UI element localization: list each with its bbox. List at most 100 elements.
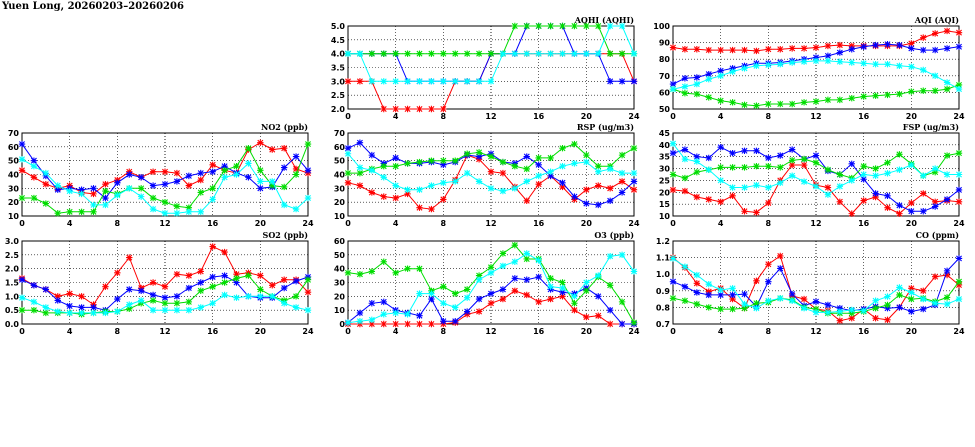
data-point xyxy=(54,293,61,300)
data-point xyxy=(571,160,578,167)
x-tick-label: 24 xyxy=(953,327,965,336)
series-3 xyxy=(344,250,638,326)
x-tick-label: 8 xyxy=(441,327,447,336)
data-point xyxy=(681,263,689,270)
data-point xyxy=(765,46,772,53)
data-point xyxy=(812,183,820,190)
data-point xyxy=(717,198,724,205)
x-tick-label: 24 xyxy=(628,112,640,121)
data-point xyxy=(943,27,951,35)
y-tick-label: 60 xyxy=(334,237,346,246)
data-point xyxy=(595,201,602,209)
data-point xyxy=(475,149,483,156)
data-point xyxy=(884,305,891,312)
data-point xyxy=(380,320,387,328)
data-point xyxy=(896,151,903,158)
data-point xyxy=(368,50,376,57)
data-point xyxy=(42,180,50,188)
data-point xyxy=(475,272,483,279)
data-point xyxy=(42,169,50,177)
data-point xyxy=(523,50,530,57)
data-point xyxy=(463,286,471,293)
data-point xyxy=(245,272,252,279)
data-point xyxy=(729,192,736,200)
data-point xyxy=(753,305,760,312)
data-point xyxy=(860,43,867,50)
data-point xyxy=(955,29,963,36)
data-point xyxy=(896,284,903,291)
data-point xyxy=(717,286,724,294)
data-point xyxy=(836,317,844,324)
data-point xyxy=(559,22,566,30)
chart-title: SO2 (ppb) xyxy=(263,230,309,240)
y-tick-label: 10 xyxy=(334,212,346,221)
data-point xyxy=(392,50,399,57)
data-point xyxy=(487,269,495,277)
data-point xyxy=(908,308,915,315)
series-3 xyxy=(669,57,963,93)
data-point xyxy=(523,197,530,204)
data-point xyxy=(559,183,566,191)
data-point xyxy=(884,91,891,99)
data-point xyxy=(475,50,483,57)
y-tick-label: 10 xyxy=(8,212,20,221)
data-point xyxy=(368,268,376,275)
data-point xyxy=(245,293,252,300)
data-point xyxy=(487,290,495,297)
data-point xyxy=(872,193,879,201)
data-point xyxy=(955,295,963,303)
x-tick-label: 20 xyxy=(581,327,593,336)
data-point xyxy=(523,22,530,30)
data-point xyxy=(955,281,963,289)
data-point xyxy=(765,61,772,69)
data-point xyxy=(848,306,855,314)
x-tick-label: 0 xyxy=(670,112,676,121)
data-point xyxy=(137,287,145,294)
data-point xyxy=(943,152,951,159)
data-point xyxy=(836,183,844,190)
x-tick-label: 8 xyxy=(115,219,121,228)
data-point xyxy=(872,297,879,304)
data-point xyxy=(920,172,927,179)
data-point xyxy=(630,186,638,193)
data-point xyxy=(559,145,566,152)
data-point xyxy=(559,293,566,300)
data-point xyxy=(440,300,447,307)
data-point xyxy=(380,174,387,181)
data-point xyxy=(209,161,216,169)
data-point xyxy=(344,50,352,57)
data-point xyxy=(571,306,578,314)
data-point xyxy=(54,210,61,217)
x-tick-label: 8 xyxy=(766,219,772,228)
data-point xyxy=(729,149,736,157)
data-point xyxy=(221,279,228,286)
x-tick-label: 0 xyxy=(19,219,25,228)
data-point xyxy=(523,255,530,263)
data-point xyxy=(392,269,399,277)
data-point xyxy=(78,293,85,300)
data-point xyxy=(292,153,300,160)
data-point xyxy=(955,81,963,89)
data-point xyxy=(463,308,471,315)
data-point xyxy=(185,172,193,180)
x-tick-label: 4 xyxy=(393,219,399,228)
x-tick-label: 20 xyxy=(906,112,918,121)
data-point xyxy=(90,190,97,198)
data-point xyxy=(66,302,73,310)
data-point xyxy=(137,193,145,200)
chart-so2: 0 4 8 12 16 20 24 0.0 0.5 1.0 1.5 2.0 2.5 3.0 SO2 (ppb… xyxy=(5,230,314,336)
x-tick-label: 16 xyxy=(533,327,545,336)
data-point xyxy=(860,93,867,100)
series-1 xyxy=(669,144,963,215)
data-point xyxy=(729,99,736,106)
data-point xyxy=(380,50,387,57)
data-point xyxy=(753,277,760,285)
data-point xyxy=(356,78,364,85)
data-point xyxy=(693,271,701,279)
data-point xyxy=(245,174,252,181)
data-point xyxy=(440,318,447,325)
data-point xyxy=(18,194,26,202)
data-point xyxy=(583,50,590,57)
y-tick-label: 90 xyxy=(659,39,671,48)
data-point xyxy=(54,297,61,304)
